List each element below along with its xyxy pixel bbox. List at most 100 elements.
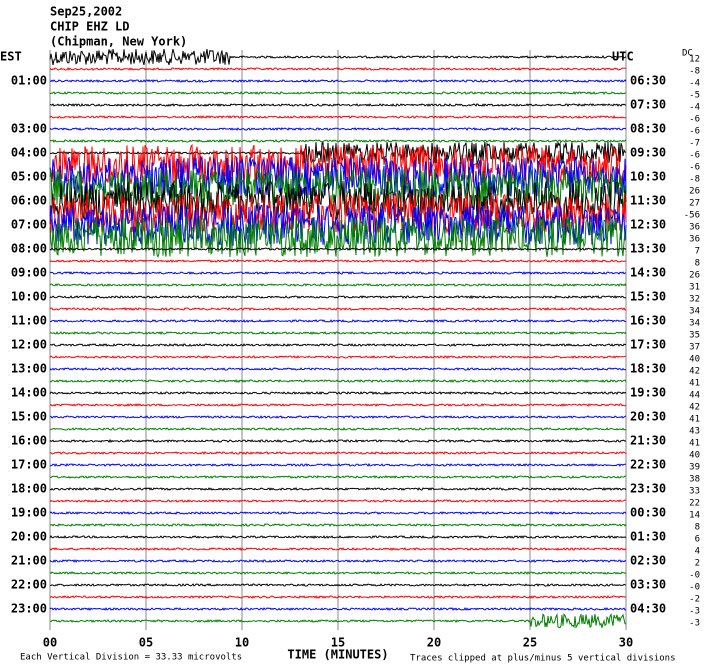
utc-label: 22:30	[630, 458, 666, 472]
dc-offset: 39	[689, 463, 700, 473]
trace	[49, 181, 627, 222]
dc-offset: -6	[689, 163, 700, 173]
dc-offset: 42	[689, 403, 700, 413]
dc-offset: -2	[689, 595, 700, 605]
x-title: TIME (MINUTES)	[287, 648, 388, 662]
dc-offset: 41	[689, 379, 700, 389]
trace	[49, 204, 627, 247]
dc-offset: 41	[689, 415, 700, 425]
trace	[49, 307, 627, 312]
utc-label: 01:30	[630, 530, 666, 544]
trace	[49, 403, 627, 407]
dc-offset: 34	[689, 319, 700, 329]
utc-label: 07:30	[630, 98, 666, 112]
dc-offset: -6	[689, 115, 700, 125]
dc-offset: -56	[684, 211, 700, 221]
trace	[49, 127, 627, 131]
x-label: 10	[235, 636, 249, 650]
utc-label: 00:30	[630, 506, 666, 520]
dc-offset: 8	[695, 523, 700, 533]
dc-offset: 6	[695, 535, 700, 545]
x-label: 15	[331, 636, 345, 650]
est-label: 20:00	[11, 530, 47, 544]
dc-offset: -3	[689, 619, 700, 629]
utc-label: 15:30	[630, 290, 666, 304]
trace	[49, 246, 627, 252]
utc-label: 23:30	[630, 482, 666, 496]
dc-offset: 33	[689, 487, 700, 497]
dc-offset: 38	[689, 475, 700, 485]
trace	[49, 330, 627, 336]
utc-label: 17:30	[630, 338, 666, 352]
dc-offset: 40	[689, 355, 700, 365]
dc-offset: 34	[689, 307, 700, 317]
trace	[49, 79, 627, 83]
dc-offset: 27	[689, 199, 700, 209]
left-zone: EST	[0, 50, 22, 64]
dc-offset: 31	[689, 283, 700, 293]
dc-offset: 26	[689, 271, 700, 281]
dc-offset: -8	[689, 175, 700, 185]
dc-offset: 42	[689, 367, 700, 377]
dc-offset: 37	[689, 343, 700, 353]
trace	[49, 559, 627, 564]
utc-label: 18:30	[630, 362, 666, 376]
dc-offset: 41	[689, 439, 700, 449]
utc-label: 04:30	[630, 602, 666, 616]
trace	[49, 367, 627, 371]
dc-offset: 14	[689, 511, 700, 521]
trace	[49, 426, 627, 432]
est-label: 18:00	[11, 482, 47, 496]
dc-offset: 2	[695, 559, 700, 569]
trace	[49, 612, 627, 629]
x-label: 05	[139, 636, 153, 650]
est-label: 10:00	[11, 290, 47, 304]
dc-offset: 40	[689, 451, 700, 461]
dc-offset: 44	[689, 391, 700, 401]
trace	[49, 510, 627, 516]
dc-offset: -0	[689, 583, 700, 593]
dc-offset: -6	[689, 127, 700, 137]
utc-label: 19:30	[630, 386, 666, 400]
trace	[49, 571, 627, 575]
dc-offset: -0	[689, 571, 700, 581]
trace	[49, 583, 627, 587]
dc-offset: 43	[689, 427, 700, 437]
trace	[49, 258, 626, 264]
utc-label: 11:30	[630, 194, 666, 208]
trace	[49, 143, 627, 186]
est-label: 22:00	[11, 578, 47, 592]
trace	[49, 486, 627, 492]
dc-offset: 22	[689, 499, 700, 509]
trace	[49, 115, 626, 119]
trace	[49, 355, 627, 359]
trace	[49, 66, 626, 71]
x-label: 20	[427, 636, 441, 650]
trace	[49, 462, 626, 468]
utc-label: 02:30	[630, 554, 666, 568]
dc-offset: -5	[689, 91, 700, 101]
est-label: 04:00	[11, 146, 47, 160]
utc-label: 08:30	[630, 122, 666, 136]
trace	[49, 343, 627, 347]
est-label: 03:00	[11, 122, 47, 136]
est-label: 19:00	[11, 506, 47, 520]
trace	[49, 294, 627, 300]
dc-offset: 35	[689, 331, 700, 341]
est-label: 17:00	[11, 458, 47, 472]
location: (Chipman, New York)	[50, 35, 187, 49]
dc-offset: 8	[695, 259, 700, 269]
utc-label: 14:30	[630, 266, 666, 280]
trace	[49, 546, 627, 552]
utc-label: 12:30	[630, 218, 666, 232]
x-label: 00	[43, 636, 57, 650]
trace	[49, 499, 627, 503]
x-label: 30	[619, 636, 633, 650]
dc-offset: -6	[689, 151, 700, 161]
dc-offset: -4	[689, 79, 700, 89]
trace	[49, 283, 627, 287]
dc-offset: 32	[689, 295, 700, 305]
trace	[49, 391, 627, 395]
date: Sep25,2002	[50, 5, 122, 19]
